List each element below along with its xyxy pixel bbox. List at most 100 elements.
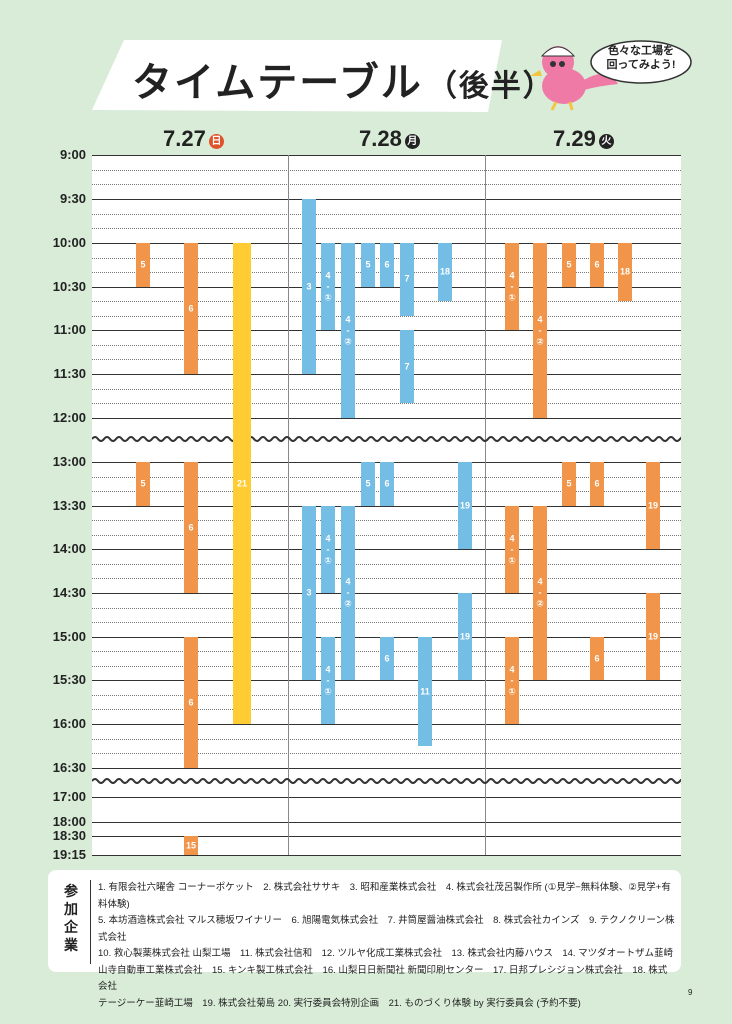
session-label: 4-②	[344, 576, 352, 609]
session-bar: 5	[361, 243, 375, 287]
participants-list: 1. 有限会社六曜舎 コーナーポケット 2. 株式会社ササキ 3. 昭和産業株式…	[98, 880, 676, 1012]
day-divider	[288, 155, 289, 855]
session-label: 4-②	[536, 576, 544, 609]
session-label: 5	[365, 478, 371, 489]
session-label: 5	[140, 259, 146, 270]
session-bar: 19	[646, 462, 660, 549]
session-bar: 4-①	[321, 243, 335, 330]
time-label: 10:00	[52, 235, 86, 250]
time-label: 18:00	[52, 814, 86, 829]
page-number: 9	[688, 988, 693, 997]
participants-line: 1. 有限会社六曜舎 コーナーポケット 2. 株式会社ササキ 3. 昭和産業株式…	[98, 882, 671, 910]
hour-line	[92, 836, 681, 837]
session-bar: 5	[136, 462, 150, 506]
bubble-line-1: 色々な工場を	[608, 45, 674, 57]
quarter-line	[92, 184, 681, 186]
day-date: 7.27	[163, 126, 206, 151]
day-header-0727: 7.27 日	[163, 126, 224, 152]
session-bar: 6	[590, 462, 604, 506]
time-label: 12:00	[52, 410, 86, 425]
session-bar: 6	[184, 243, 198, 374]
weekday-badge: 月	[404, 134, 420, 149]
session-bar: 5	[562, 243, 576, 287]
session-bar: 5	[562, 462, 576, 506]
hour-line	[92, 155, 681, 156]
session-bar: 5	[136, 243, 150, 287]
page-title: タイムテーブル （後半）	[132, 50, 555, 108]
banner-shape	[92, 40, 502, 112]
quarter-line	[92, 315, 681, 317]
session-label: 4-①	[508, 664, 516, 696]
time-label: 14:30	[52, 585, 86, 600]
hour-line	[92, 287, 681, 288]
quarter-line	[92, 709, 681, 711]
session-label: 19	[647, 500, 658, 510]
hour-line	[92, 549, 681, 550]
session-bar: 4-①	[321, 637, 335, 724]
session-bar: 6	[184, 637, 198, 768]
time-label: 13:30	[52, 498, 86, 513]
session-label: 19	[647, 631, 658, 641]
quarter-line	[92, 578, 681, 580]
session-label: 11	[420, 686, 430, 696]
session-label: 4-①	[324, 533, 332, 565]
time-label: 16:00	[52, 716, 86, 731]
session-bar: 6	[590, 243, 604, 287]
session-bar: 4-①	[505, 506, 519, 593]
weekday-badge: 火	[598, 134, 614, 149]
session-bar: 3	[302, 199, 316, 374]
session-label: 3	[306, 587, 312, 598]
time-label: 15:30	[52, 672, 86, 687]
session-label: 6	[384, 259, 390, 270]
title-banner	[92, 40, 502, 112]
time-label: 9:30	[59, 191, 86, 206]
quarter-line	[92, 301, 681, 303]
session-bar: 3	[302, 506, 316, 680]
session-bar: 6	[380, 637, 394, 680]
time-label: 19:15	[52, 847, 86, 862]
quarter-line	[92, 403, 681, 405]
participants-divider	[90, 880, 91, 964]
quarter-line	[92, 520, 681, 522]
time-label: 9:00	[59, 147, 86, 162]
quarter-line	[92, 228, 681, 230]
quarter-line	[92, 738, 681, 740]
participants-panel	[48, 870, 681, 972]
session-label: 4-①	[508, 533, 516, 565]
session-label: 4-①	[324, 270, 332, 302]
session-bar: 4-②	[533, 243, 547, 418]
session-label: 6	[188, 697, 194, 707]
quarter-line	[92, 622, 681, 624]
session-label: 5	[365, 259, 371, 270]
session-label: 7	[404, 273, 410, 284]
weekday-badge: 日	[208, 134, 224, 149]
time-label: 13:00	[52, 454, 86, 469]
time-label: 14:00	[52, 541, 86, 556]
title-main: タイムテーブル	[132, 61, 423, 105]
quarter-line	[92, 344, 681, 346]
hour-line	[92, 822, 681, 823]
day-date: 7.28	[359, 126, 402, 151]
session-bar: 4-①	[321, 506, 335, 593]
time-label: 10:30	[52, 279, 86, 294]
participants-heading: 参加企業	[64, 883, 78, 953]
hour-line	[92, 680, 681, 681]
session-bar: 11	[418, 637, 432, 746]
session-bar: 7	[400, 330, 414, 404]
session-bar: 19	[646, 593, 660, 680]
quarter-line	[92, 753, 681, 755]
session-label: 4-②	[344, 314, 352, 346]
hour-line	[92, 797, 681, 798]
time-label: 11:00	[53, 322, 86, 337]
quarter-line	[92, 563, 681, 565]
session-bar: 18	[438, 243, 452, 302]
participants-line: 10. 救心製薬株式会社 山梨工場 11. 株式会社信和 12. ツルヤ化成工業…	[98, 948, 673, 959]
session-label: 18	[439, 266, 450, 277]
bubble-line-2: 回ってみよう!	[606, 59, 676, 71]
hour-line	[92, 418, 681, 419]
hour-line	[92, 199, 681, 200]
time-label: 17:00	[52, 789, 86, 804]
session-label: 6	[594, 259, 600, 270]
hour-line	[92, 374, 681, 375]
time-label: 16:30	[52, 760, 86, 775]
